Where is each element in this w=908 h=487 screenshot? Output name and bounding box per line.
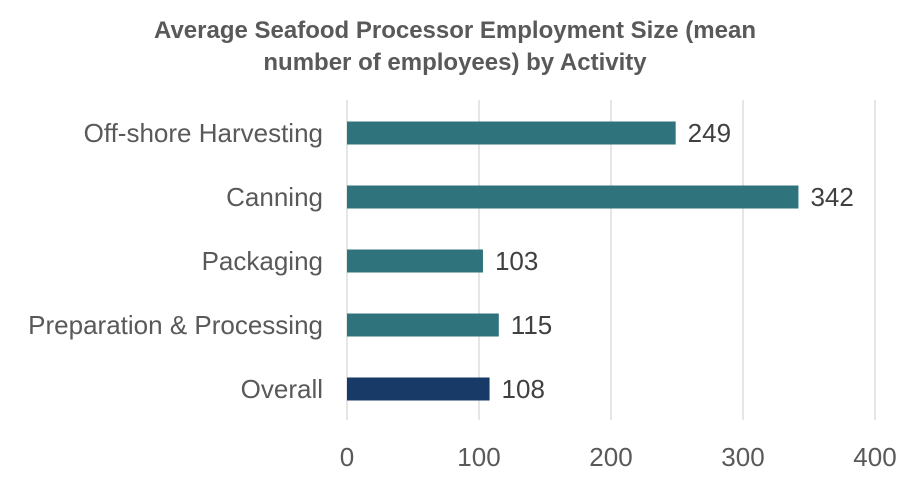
bar <box>347 313 499 337</box>
data-label: 115 <box>511 310 552 340</box>
x-tick-label: 100 <box>457 442 500 472</box>
x-tick-label: 400 <box>853 442 896 472</box>
chart-title-line-1: Average Seafood Processor Employment Siz… <box>154 17 756 44</box>
category-label: Preparation & Processing <box>28 310 323 340</box>
x-tick-label: 0 <box>340 442 354 472</box>
category-label: Off-shore Harvesting <box>84 118 323 148</box>
data-label: 103 <box>495 246 538 276</box>
category-label: Canning <box>226 182 323 212</box>
x-tick-label: 300 <box>721 442 764 472</box>
category-label: Packaging <box>202 246 323 276</box>
chart-title-line-2: number of employees) by Activity <box>263 49 647 76</box>
bar <box>347 377 490 401</box>
category-label: Overall <box>241 374 323 404</box>
data-label: 249 <box>688 118 731 148</box>
data-label: 342 <box>810 182 853 212</box>
bar <box>347 121 676 145</box>
x-tick-label: 200 <box>589 442 632 472</box>
bar <box>347 249 483 273</box>
data-label: 108 <box>502 374 545 404</box>
bar <box>347 185 799 209</box>
